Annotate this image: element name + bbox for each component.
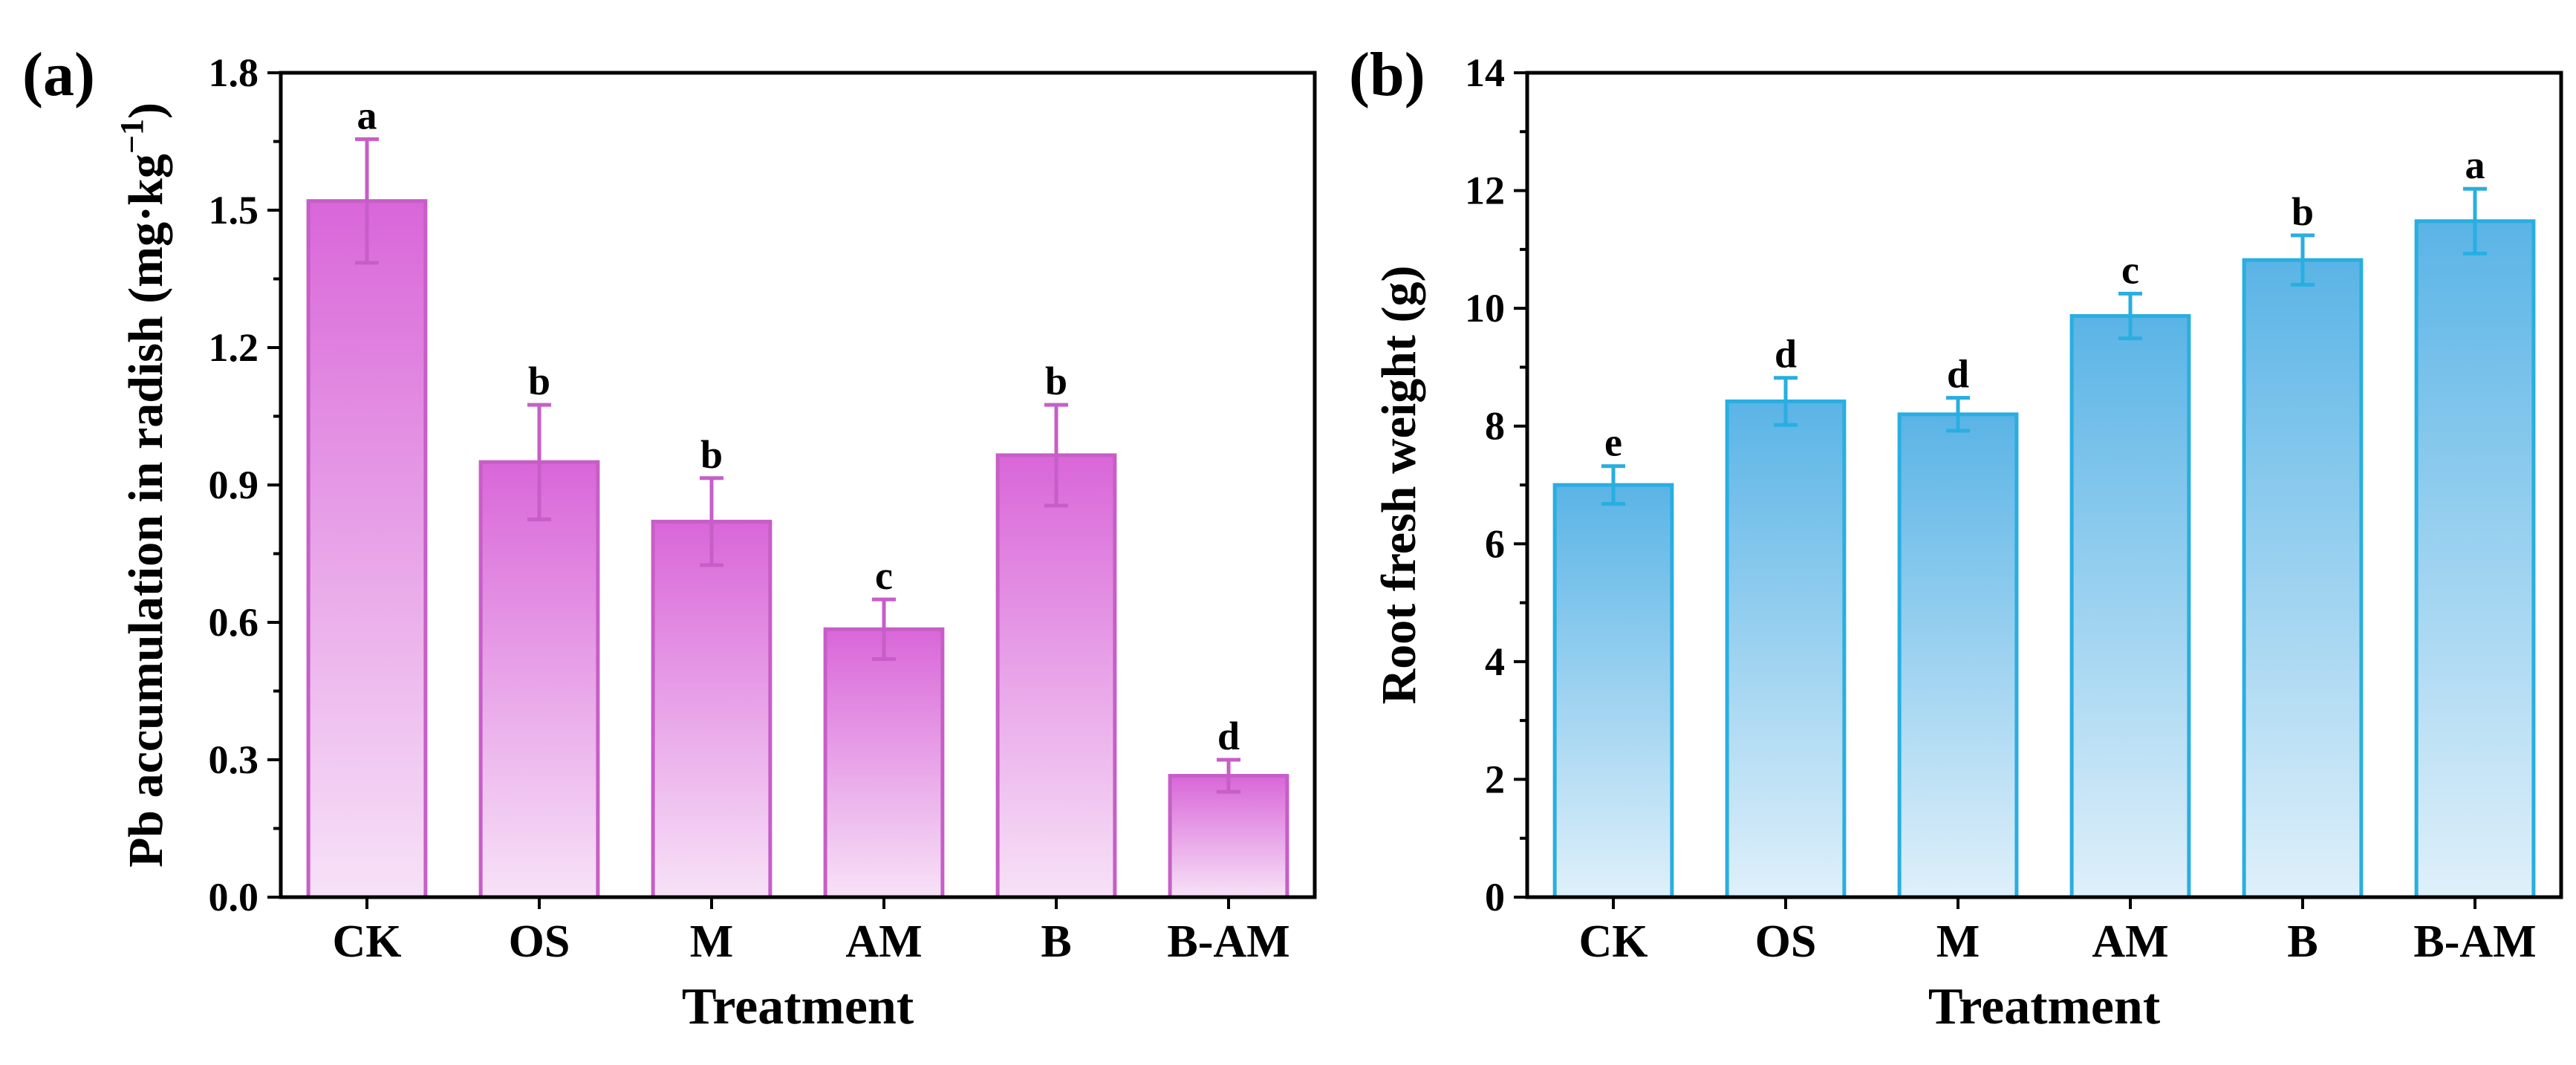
significance-letter-b-M: d <box>1947 352 1969 397</box>
significance-letter-b-AM: c <box>2121 247 2139 292</box>
y-axis-label-a: Pb accumulation in radish (mg·kg−1) <box>114 102 173 867</box>
error-bar-a-OS <box>527 403 551 521</box>
x-tick-label-a-B: B <box>1041 916 1071 967</box>
error-bar-a-B <box>1044 403 1068 508</box>
error-bar-a-B-AM <box>1217 758 1240 794</box>
y-axis-label-main: Pb accumulation in radish (mg·kg <box>119 154 173 867</box>
x-axis-label-b: Treatment <box>1928 978 2160 1035</box>
significance-letter-b-OS: d <box>1775 332 1797 377</box>
bar-b-B-AM <box>2414 219 2536 899</box>
x-tick-label-a-M: M <box>690 916 734 967</box>
y-axis-label-suffix: ) <box>119 102 173 119</box>
error-bar-b-B-AM <box>2463 186 2487 255</box>
y-axis-label-superscript: −1 <box>114 119 150 154</box>
axes-frame-a <box>279 71 1317 899</box>
x-tick-label-a-AM: AM <box>845 916 922 967</box>
y-tick-label-b-2: 4 <box>1485 639 1505 684</box>
y-tick-label-b-1: 2 <box>1485 757 1505 801</box>
x-tick-label-b-CK: CK <box>1579 916 1648 967</box>
y-tick-label-b-3: 6 <box>1485 521 1505 566</box>
error-bar-b-B <box>2291 233 2315 287</box>
error-bar-b-OS <box>1774 376 1798 427</box>
y-tick-label-a-2: 0.6 <box>209 600 259 645</box>
panel-label-b: (b) <box>1349 40 1425 109</box>
y-tick-label-b-7: 14 <box>1465 51 1505 95</box>
panel-label-a: (a) <box>22 40 95 109</box>
bar-a-AM <box>823 627 945 899</box>
significance-letter-a-B: b <box>1045 359 1067 403</box>
x-axis-label-a: Treatment <box>682 978 914 1035</box>
x-tick-label-b-AM: AM <box>2092 916 2168 967</box>
bar-a-M <box>651 519 773 899</box>
y-tick-label-b-6: 12 <box>1465 169 1505 213</box>
y-tick-label-a-0: 0.0 <box>209 875 259 919</box>
y-tick-label-b-4: 8 <box>1485 404 1505 449</box>
y-tick-label-a-6: 1.8 <box>209 51 259 95</box>
significance-letter-b-B: b <box>2292 189 2314 234</box>
y-tick-label-a-5: 1.5 <box>209 188 259 232</box>
error-bar-b-AM <box>2118 291 2142 341</box>
x-tick-label-a-CK: CK <box>333 916 402 967</box>
axes-frame-b <box>1525 71 2563 899</box>
y-axis-label-main: Root fresh weight (g) <box>1372 266 1426 705</box>
y-tick-label-a-4: 1.2 <box>209 325 259 370</box>
bar-a-B-AM <box>1168 774 1289 899</box>
panel-b: e CK d OS d Mc AM b Ba B-AM 0 2 4 6 8 10 12 14 Treatment Ro… <box>1349 40 2563 1035</box>
error-bar-b-M <box>1946 396 1970 433</box>
bar-b-AM <box>2069 313 2191 899</box>
bar-b-M <box>1897 412 2019 899</box>
x-tick-label-a-OS: OS <box>509 916 570 967</box>
significance-letter-a-OS: b <box>528 359 550 403</box>
bar-a-CK <box>306 199 428 899</box>
y-tick-label-a-3: 0.9 <box>209 463 259 507</box>
y-axis-label-b: Root fresh weight (g) <box>1372 266 1426 705</box>
panel-a: a CK b OS b Mc AM b Bd B-AM 0.0 0.3 0.6 0.9 1.2 1.5 1.8 T… <box>22 40 1317 1035</box>
significance-letter-a-AM: c <box>875 553 893 598</box>
y-tick-label-b-5: 10 <box>1465 286 1505 330</box>
x-tick-label-b-B-AM: B-AM <box>2413 916 2536 967</box>
significance-letter-a-M: b <box>700 432 723 477</box>
x-tick-label-a-B-AM: B-AM <box>1167 916 1289 967</box>
x-tick-label-b-OS: OS <box>1755 916 1817 967</box>
bar-b-OS <box>1725 399 1847 899</box>
error-bar-a-M <box>700 476 723 567</box>
y-tick-label-a-1: 0.3 <box>209 737 259 782</box>
x-tick-label-b-B: B <box>2287 916 2318 967</box>
bar-b-B <box>2242 258 2364 899</box>
bar-a-B <box>995 453 1117 899</box>
error-bar-a-CK <box>355 137 379 265</box>
significance-letter-a-CK: a <box>357 93 377 137</box>
significance-letter-b-CK: e <box>1604 420 1622 465</box>
error-bar-a-AM <box>872 597 896 661</box>
bar-b-CK <box>1552 483 1674 899</box>
y-tick-label-b-0: 0 <box>1485 875 1505 919</box>
bar-a-OS <box>478 460 600 899</box>
error-bar-b-CK <box>1601 464 1625 506</box>
x-tick-label-b-M: M <box>1936 916 1980 967</box>
significance-letter-a-B-AM: d <box>1217 714 1240 758</box>
significance-letter-b-B-AM: a <box>2465 143 2485 187</box>
